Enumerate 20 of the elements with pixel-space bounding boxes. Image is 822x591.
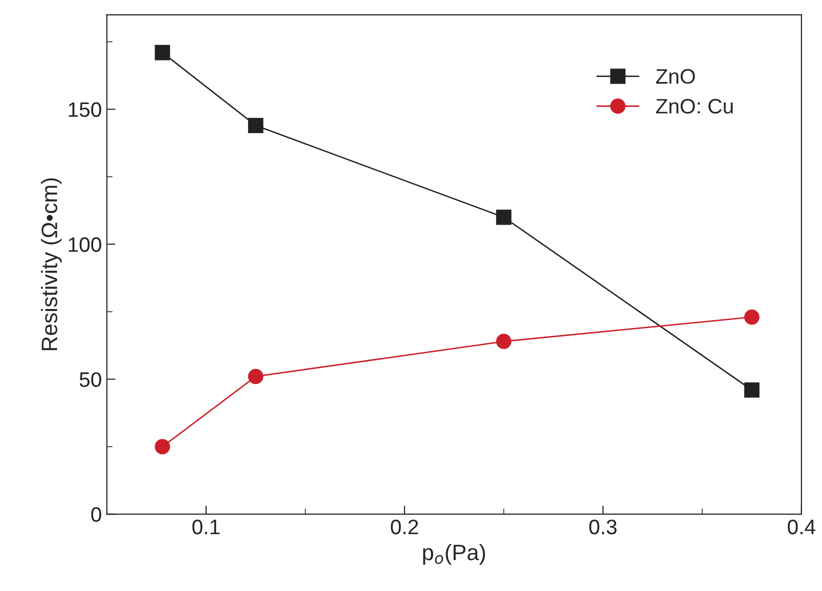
point: [248, 368, 264, 384]
y-axis-title: Resistivity (Ω•cm): [40, 178, 62, 350]
x-tick-label: 0.3: [589, 520, 617, 534]
y-tick-label: 150: [68, 102, 102, 118]
x-axis-title: p$_{o}$(Pa): [423, 544, 486, 565]
point: [496, 334, 512, 350]
point: [744, 309, 760, 325]
point: [744, 382, 760, 398]
y-tick-label: 0: [91, 507, 102, 522]
legend-label: ZnO: [656, 69, 695, 84]
point: [154, 44, 170, 60]
x-tick-label: 0.2: [390, 520, 418, 534]
point: [496, 210, 512, 225]
x-tick-label: 0.4: [788, 520, 816, 534]
legend-label: ZnO: Cu: [656, 98, 733, 114]
point: [248, 118, 264, 134]
y-tick-label: 50: [80, 372, 102, 387]
point: [154, 439, 170, 454]
x-tick-label: 0.1: [192, 520, 220, 534]
y-tick-label: 100: [68, 237, 102, 252]
